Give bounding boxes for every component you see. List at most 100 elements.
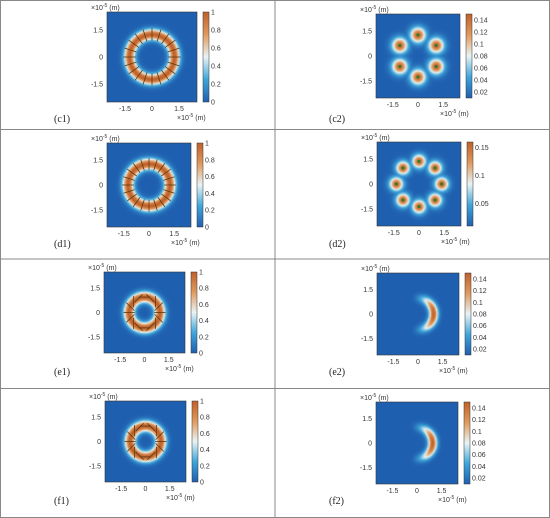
- x-tick-label: 1.5: [165, 486, 175, 493]
- lobe-center-mark: [416, 33, 420, 37]
- y-tick-label: 1.5: [90, 286, 100, 293]
- x-axis-exponent: ×10-5 (m): [177, 113, 206, 122]
- heatmap-svg-e2: 1.50-1.5-1.5 0 1.5×10-5 (m)×10-5 (m)0.140.…: [361, 264, 487, 375]
- colorbar-tick-label: 0.6: [205, 174, 215, 181]
- y-tick-label: -1.5: [89, 463, 101, 470]
- heatmap-image-e1: [104, 272, 185, 353]
- x-tick-label: 0: [143, 357, 147, 364]
- panel-label-c2: (c2): [329, 114, 346, 125]
- colorbar-tick-label: 0.06: [472, 452, 486, 459]
- polarization-arrow: [123, 176, 135, 181]
- x-axis-exponent: ×10-5 (m): [438, 495, 467, 504]
- colorbar-tick-label: 0.2: [211, 82, 221, 89]
- y-tick-label: -1.5: [88, 334, 100, 341]
- x-tick-label: 0: [144, 486, 148, 493]
- plot-frame: [106, 11, 198, 103]
- colorbar-tick-label: 0.4: [211, 64, 221, 71]
- y-tick-label: -1.5: [361, 207, 373, 214]
- x-tick-label: 1.5: [438, 359, 448, 366]
- colorbar: [464, 272, 472, 356]
- colorbar-tick-label: 0.14: [472, 405, 486, 412]
- x-tick-label: 1.5: [439, 230, 449, 237]
- x-axis-exponent: ×10-5 (m): [165, 364, 194, 373]
- polarization-arrow: [135, 422, 144, 432]
- colorbar-tick-label: 0.14: [473, 276, 487, 283]
- polarization-arrow: [163, 189, 175, 194]
- colorbar-tick-label: 0.06: [473, 323, 487, 330]
- panel-label-e1: (e1): [54, 367, 71, 378]
- panel-d2: (d2) 1.5 0 -1.5 -1.5 0 1.5 ×10-5 (m) ×10-5 (m) 0.…: [275, 130, 550, 259]
- x-tick-label: -1.5: [119, 106, 131, 113]
- colorbar-tick-label: 1: [199, 270, 203, 277]
- lobe-center-mark: [417, 205, 421, 209]
- y-tick-label: 0: [368, 54, 372, 61]
- heatmap-image-d1: [107, 143, 191, 227]
- colorbar: [466, 141, 474, 227]
- panel-f1: (f1) 1.5 0 -1.5 -1.5 0 1.5 ×10-5 (m) ×10-5 (m) 1 0…: [0, 389, 275, 518]
- x-tick-label: 0: [416, 359, 420, 366]
- polarization-arrow: [155, 431, 165, 440]
- polarization-arrow: [128, 66, 140, 75]
- heatmap-image-f2: [376, 402, 458, 484]
- polarization-arrow: [153, 159, 158, 171]
- colorbar-tick-label: 0.12: [472, 417, 486, 424]
- plot-frame: [375, 13, 461, 99]
- x-tick-label: -1.5: [388, 230, 400, 237]
- lobe-center-mark: [417, 159, 421, 163]
- colorbar-tick-label: 0.6: [211, 46, 221, 53]
- y-axis-exponent: ×10-5 (m): [361, 264, 390, 273]
- x-axis-exponent: ×10-5 (m): [440, 109, 469, 118]
- lobe-center-mark: [401, 198, 405, 202]
- x-tick-label: -1.5: [118, 231, 130, 238]
- y-tick-label: -1.5: [91, 82, 103, 89]
- x-tick-label: -1.5: [387, 359, 399, 366]
- colorbar-tick-label: 0.14: [474, 18, 488, 25]
- colorbar-tick-label: 0.04: [473, 335, 487, 342]
- polarization-arrow: [140, 199, 145, 211]
- y-tick-label: -1.5: [360, 79, 372, 86]
- polarization-arrow: [161, 69, 170, 81]
- x-tick-label: -1.5: [115, 486, 127, 493]
- y-tick-label: 0: [99, 55, 103, 62]
- x-axis-exponent: ×10-5 (m): [439, 366, 468, 375]
- x-tick-label: 0: [415, 488, 419, 495]
- colorbar-tick-label: 1: [211, 10, 215, 17]
- heatmap-svg-d2: 1.50-1.5-1.5 0 1.5×10-5 (m)×10-5 (m)0.150.…: [361, 133, 489, 246]
- panel-c1: (c1) 1.5 0 -1.5 -1.5 0 1.5 ×10-5 (m) ×10-5 (m) 1 0…: [0, 0, 275, 129]
- panel-d1: (d1) 1.5 0 -1.5 -1.5 0 1.5 ×10-5 (m) ×10-5 (m) 1 0…: [0, 130, 275, 259]
- plot-frame: [376, 272, 460, 356]
- plot-frame: [376, 141, 462, 227]
- polarization-arrow: [124, 61, 137, 67]
- panel-label-f2: (f2): [329, 496, 344, 507]
- y-tick-label: 1.5: [363, 287, 373, 294]
- y-tick-label: 0: [96, 310, 100, 317]
- colorbar-tick-label: 0.4: [199, 318, 209, 325]
- polarization-arrow: [160, 193, 171, 202]
- colorbar-tick-label: 0.4: [205, 191, 215, 198]
- colorbar-tick-label: 0.1: [474, 42, 484, 49]
- polarization-arrow: [134, 69, 143, 81]
- colorbar-tick-label: 1: [205, 141, 209, 148]
- y-axis-exponent: ×10-5 (m): [89, 392, 118, 401]
- colorbar: [190, 271, 198, 354]
- polarization-arrow: [125, 314, 135, 323]
- heatmap-image-c2: [376, 14, 460, 98]
- heatmap-image-e2: [377, 273, 459, 355]
- colorbar-tick-label: 0.05: [475, 201, 489, 208]
- x-tick-label: -1.5: [114, 357, 126, 364]
- colorbar: [196, 142, 204, 228]
- panel-label-c1: (c1): [54, 114, 71, 125]
- panel-e1: (e1) 1.5 0 -1.5 -1.5 0 1.5 ×10-5 (m) ×10-5 (m) 1 0…: [0, 259, 275, 388]
- colorbar-tick-label: 0.02: [473, 347, 487, 354]
- polarization-arrow: [157, 163, 166, 174]
- x-tick-label: 1.5: [174, 106, 184, 113]
- polarization-arrow: [147, 451, 156, 461]
- lobe-center-mark: [434, 43, 438, 48]
- heatmap-svg-f1: 1.50-1.5-1.5 0 1.5×10-5 (m)×10-5 (m)10.80.…: [89, 392, 210, 502]
- panel-e2: (e2) 1.5 0 -1.5 -1.5 0 1.5 ×10-5 (m) ×10-5 (m) 0.…: [275, 259, 550, 388]
- colorbar-tick-label: 0.8: [199, 286, 209, 293]
- polarization-arrow: [134, 322, 143, 332]
- polarization-arrow: [146, 322, 155, 332]
- y-tick-label: 0: [97, 439, 101, 446]
